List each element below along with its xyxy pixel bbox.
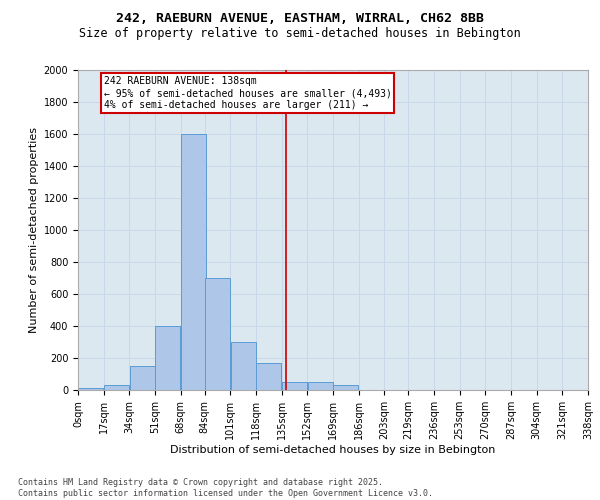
Bar: [181, 134, 206, 390]
Bar: [333, 385, 358, 390]
Bar: [205, 278, 230, 390]
Text: 242, RAEBURN AVENUE, EASTHAM, WIRRAL, CH62 8BB: 242, RAEBURN AVENUE, EASTHAM, WIRRAL, CH…: [116, 12, 484, 26]
Text: 242 RAEBURN AVENUE: 138sqm
← 95% of semi-detached houses are smaller (4,493)
4% : 242 RAEBURN AVENUE: 138sqm ← 95% of semi…: [104, 76, 392, 110]
Text: Size of property relative to semi-detached houses in Bebington: Size of property relative to semi-detach…: [79, 28, 521, 40]
Y-axis label: Number of semi-detached properties: Number of semi-detached properties: [29, 127, 40, 333]
Bar: [130, 366, 155, 390]
Bar: [104, 385, 129, 390]
Bar: [155, 326, 181, 390]
Bar: [282, 382, 307, 390]
Bar: [256, 363, 281, 390]
Bar: [230, 342, 256, 390]
Bar: [308, 382, 333, 390]
X-axis label: Distribution of semi-detached houses by size in Bebington: Distribution of semi-detached houses by …: [170, 444, 496, 454]
Bar: [78, 388, 103, 390]
Text: Contains HM Land Registry data © Crown copyright and database right 2025.
Contai: Contains HM Land Registry data © Crown c…: [18, 478, 433, 498]
